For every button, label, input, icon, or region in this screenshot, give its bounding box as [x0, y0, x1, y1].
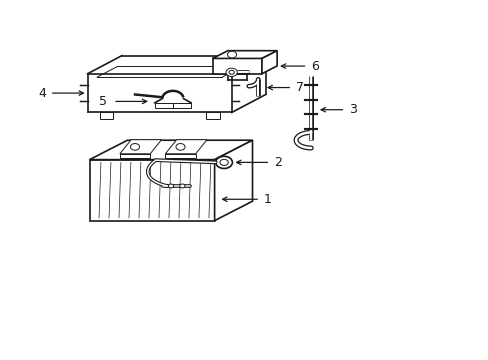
Text: 6: 6	[311, 59, 319, 73]
Polygon shape	[165, 140, 206, 154]
Text: 5: 5	[99, 95, 107, 108]
Polygon shape	[154, 103, 191, 108]
Polygon shape	[120, 154, 150, 158]
Text: 2: 2	[274, 156, 282, 169]
Circle shape	[130, 144, 139, 150]
Text: 7: 7	[296, 81, 304, 94]
Circle shape	[225, 68, 237, 76]
Text: 3: 3	[348, 103, 356, 116]
Polygon shape	[205, 112, 219, 120]
Circle shape	[215, 156, 232, 168]
Polygon shape	[89, 140, 252, 159]
Polygon shape	[212, 58, 262, 74]
Polygon shape	[214, 140, 252, 221]
Polygon shape	[120, 140, 161, 154]
Circle shape	[176, 144, 184, 150]
Polygon shape	[262, 51, 277, 74]
Polygon shape	[165, 154, 195, 158]
Circle shape	[168, 184, 173, 188]
Polygon shape	[100, 112, 113, 120]
Text: 1: 1	[264, 193, 271, 206]
Polygon shape	[89, 159, 214, 221]
Circle shape	[180, 184, 184, 188]
Text: 4: 4	[38, 87, 46, 100]
Circle shape	[227, 51, 236, 58]
Polygon shape	[212, 51, 277, 58]
